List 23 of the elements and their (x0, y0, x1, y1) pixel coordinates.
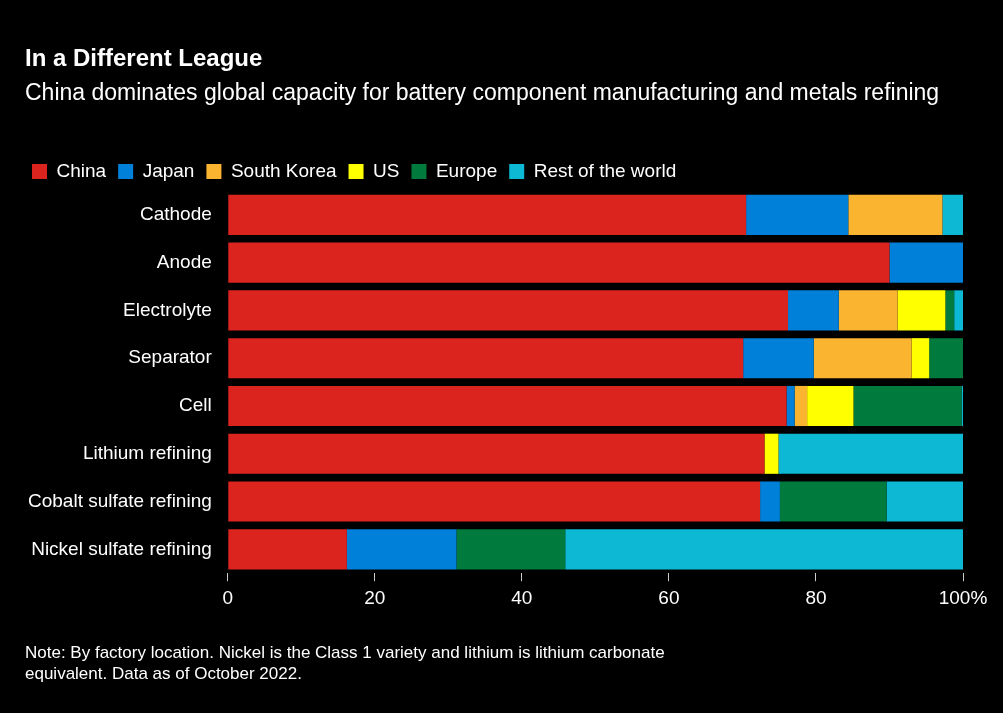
y-tick-label: Lithium refining (82, 442, 212, 463)
legend-label: Rest of the world (533, 159, 677, 181)
x-tick-label: 40 (511, 586, 533, 608)
chart-title: In a Different League (25, 44, 263, 72)
legend-label: Japan (142, 159, 195, 181)
legend-label: South Korea (230, 159, 337, 181)
x-tick-label: 80 (805, 586, 827, 608)
y-tick-label: Nickel sulfate refining (31, 537, 212, 559)
x-tick-label: 20 (364, 586, 386, 608)
chart-subtitle: China dominates global capacity for battery component manufacturing and metals refining (25, 78, 941, 107)
legend-label: China (56, 159, 107, 181)
legend-label: US (373, 159, 400, 181)
y-tick-label: Electrolyte (123, 298, 212, 320)
x-tick-label: 100% (938, 586, 988, 608)
y-tick-label: Anode (156, 250, 212, 272)
y-tick-label: Cobalt sulfate refining (27, 489, 212, 511)
x-tick-label: 60 (658, 586, 680, 608)
y-tick-label: Cathode (139, 203, 212, 225)
y-tick-label: Cell (179, 394, 212, 416)
x-tick-label: 0 (222, 586, 234, 608)
legend-label: Europe (435, 159, 498, 181)
y-tick-label: Separator (128, 346, 213, 368)
text: Note: By factory location. Nickel is the Class 1 variety and lithium is lithium carbonate equivalent. Data as of October 2022. (25, 642, 666, 684)
